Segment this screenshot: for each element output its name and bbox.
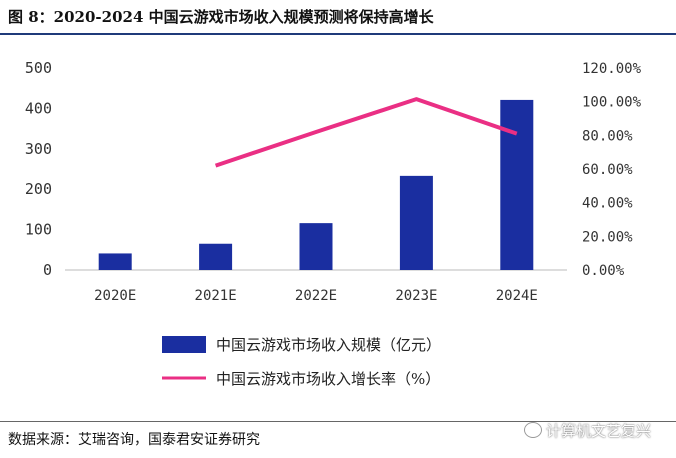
right-tick-label: 40.00%: [582, 196, 633, 212]
legend-bar-swatch: [162, 336, 206, 353]
chart: 0 100 200 300 400 500 0.00% 20.00% 40.00% 60.00%…: [25, 59, 642, 388]
bar-2021E: [199, 243, 233, 270]
left-tick-label: 0: [43, 261, 52, 279]
watermark: 计算机文艺复兴: [524, 420, 651, 441]
bar-2020E: [98, 253, 132, 270]
right-tick-label: 100.00%: [582, 95, 642, 111]
legend: 中国云游戏市场收入规模（亿元） 中国云游戏市场收入增长率（%）: [162, 336, 441, 388]
right-tick-label: 0.00%: [582, 263, 625, 279]
category-label: 2024E: [496, 288, 538, 304]
figure-title: 图 8：2020-2024 中国云游戏市场收入规模预测将保持高增长: [8, 8, 434, 26]
category-label: 2023E: [395, 288, 437, 304]
legend-line-label: 中国云游戏市场收入增长率（%）: [216, 370, 440, 388]
right-axis: 0.00% 20.00% 40.00% 60.00% 80.00% 100.00% 120.…: [582, 61, 642, 279]
right-tick-label: 60.00%: [582, 162, 633, 178]
bar-2022E: [299, 223, 333, 270]
category-axis: 2020E 2021E 2022E 2023E 2024E: [94, 288, 538, 304]
footer-rule: [0, 421, 676, 422]
bar-2024E: [500, 99, 534, 270]
left-tick-label: 100: [25, 221, 52, 239]
right-tick-label: 120.00%: [582, 61, 642, 77]
watermark-text: 计算机文艺复兴: [546, 422, 652, 440]
wechat-icon: [524, 422, 542, 438]
category-label: 2020E: [94, 288, 136, 304]
category-label: 2021E: [195, 288, 237, 304]
left-tick-label: 500: [25, 59, 52, 77]
source-note: 数据来源：艾瑞咨询，国泰君安证券研究: [8, 432, 260, 448]
category-label: 2022E: [295, 288, 337, 304]
left-tick-label: 400: [25, 99, 52, 117]
left-tick-label: 200: [25, 180, 52, 198]
bar-2023E: [399, 175, 433, 270]
title-rule: [0, 33, 676, 35]
left-tick-label: 300: [25, 140, 52, 158]
right-tick-label: 80.00%: [582, 128, 633, 144]
growth-line: [214, 97, 518, 168]
legend-bar-label: 中国云游戏市场收入规模（亿元）: [216, 336, 441, 354]
right-tick-label: 20.00%: [582, 229, 633, 245]
left-axis: 0 100 200 300 400 500: [25, 59, 52, 279]
bar-series: [98, 99, 534, 270]
